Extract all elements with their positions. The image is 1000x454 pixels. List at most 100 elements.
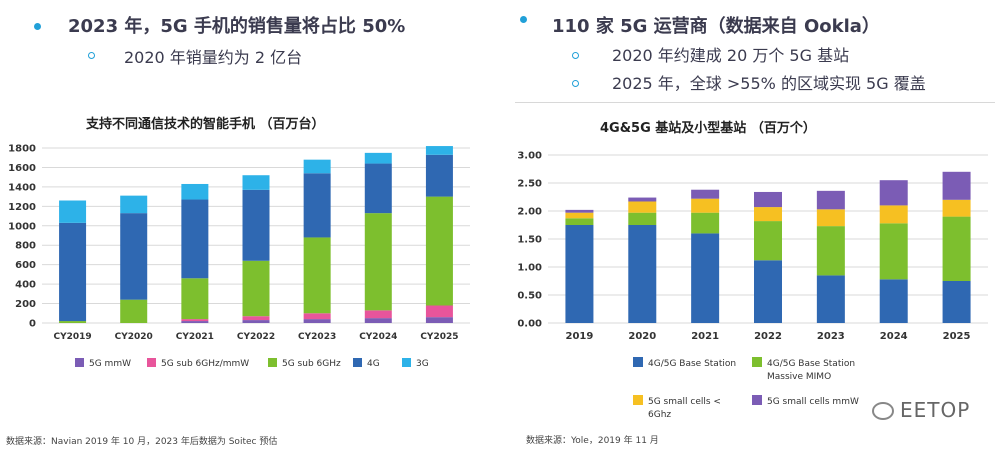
bar-segment xyxy=(364,152,392,164)
legend-swatch xyxy=(402,358,411,367)
legend-swatch xyxy=(633,357,643,367)
bar-segment xyxy=(628,225,657,323)
legend-swatch xyxy=(353,358,362,367)
bar-segment xyxy=(59,222,87,322)
bar-segment xyxy=(303,313,331,320)
bar-segment xyxy=(181,278,209,320)
bar-segment xyxy=(59,200,87,223)
legend-swatch xyxy=(752,357,762,367)
y-tick-label: 0 xyxy=(29,319,36,330)
bar-segment xyxy=(816,209,845,227)
bar-segment xyxy=(942,281,971,323)
bar-segment xyxy=(879,205,908,224)
bar-segment xyxy=(242,316,270,321)
legend-swatch xyxy=(268,358,277,367)
x-tick-label: 2022 xyxy=(754,331,782,342)
x-tick-label: 2020 xyxy=(628,331,656,342)
bar-segment xyxy=(242,175,270,190)
bar-segment xyxy=(565,212,594,219)
bar-segment xyxy=(120,213,148,300)
bar-segment xyxy=(565,209,594,213)
legend-label: 4G/5G Base Station Massive MIMO xyxy=(767,359,855,382)
bar-segment xyxy=(181,183,209,200)
bar-segment xyxy=(754,207,782,222)
right-main-bullet: 110 家 5G 运营商（数据来自 Ookla） xyxy=(552,16,880,37)
bar-segment xyxy=(59,321,87,323)
bar-segment xyxy=(120,195,148,214)
bar-segment xyxy=(303,159,331,174)
bar-segment xyxy=(303,237,331,314)
x-tick-label: 2023 xyxy=(817,331,845,342)
y-tick-label: 1.00 xyxy=(517,263,542,274)
right-source-note: 数据来源：Yole，2019 年 11 月 xyxy=(526,436,659,446)
bullet-dot xyxy=(34,23,41,30)
bar-segment xyxy=(628,212,657,225)
bar-segment xyxy=(425,146,453,155)
bar-segment xyxy=(303,173,331,238)
left-main-bullet: 2023 年，5G 手机的销售量将占比 50% xyxy=(68,16,406,37)
legend-label: 4G xyxy=(367,359,380,369)
right-sub-bullet-2: 2025 年，全球 >55% 的区域实现 5G 覆盖 xyxy=(612,74,926,93)
bullet-ring xyxy=(572,80,579,87)
bullet-ring xyxy=(572,52,579,59)
bar-segment xyxy=(942,216,971,281)
y-tick-label: 0.00 xyxy=(517,319,542,330)
bar-segment xyxy=(425,305,453,318)
bar-segment xyxy=(425,196,453,306)
legend-label: 5G mmW xyxy=(89,359,131,369)
bullet-ring xyxy=(88,52,95,59)
bar-segment xyxy=(425,154,453,197)
legend-label: 5G small cells <6Ghz xyxy=(648,397,721,420)
bar-segment xyxy=(691,212,720,234)
x-tick-label: 2019 xyxy=(566,331,594,342)
bar-segment xyxy=(691,233,720,323)
bar-segment xyxy=(181,319,209,322)
legend-label: 5G sub 6GHz xyxy=(282,359,341,369)
right-chart-title: 4G&5G 基站及小型基站 （百万个） xyxy=(600,121,816,136)
bar-segment xyxy=(364,318,392,323)
x-tick-label: CY2025 xyxy=(420,332,458,342)
bar-segment xyxy=(425,317,453,323)
x-tick-label: 2021 xyxy=(691,331,719,342)
bar-segment xyxy=(628,201,657,213)
y-tick-label: 600 xyxy=(15,260,36,271)
y-tick-label: 400 xyxy=(15,280,36,291)
legend-swatch xyxy=(633,395,643,405)
left-sub-bullet: 2020 年销量约为 2 亿台 xyxy=(124,48,303,67)
legend-label: 5G small cells mmW xyxy=(767,397,859,407)
bar-segment xyxy=(942,171,971,200)
bar-segment xyxy=(816,275,845,323)
x-tick-label: CY2021 xyxy=(176,332,214,342)
y-tick-label: 2.00 xyxy=(517,207,542,218)
bar-segment xyxy=(242,320,270,323)
y-tick-label: 1.50 xyxy=(517,235,542,246)
bar-segment xyxy=(364,163,392,214)
bar-segment xyxy=(879,279,908,323)
y-tick-label: 1000 xyxy=(8,221,36,232)
right-sub-bullet-1: 2020 年约建成 20 万个 5G 基站 xyxy=(612,46,850,65)
bar-segment xyxy=(754,191,782,208)
bar-segment xyxy=(303,319,331,323)
x-tick-label: CY2020 xyxy=(115,332,153,342)
bar-segment xyxy=(242,260,270,317)
bar-segment xyxy=(181,199,209,279)
x-tick-label: CY2024 xyxy=(359,332,397,342)
bar-segment xyxy=(879,223,908,280)
y-tick-label: 1800 xyxy=(8,144,36,155)
x-tick-label: CY2023 xyxy=(298,332,336,342)
bar-segment xyxy=(754,260,782,323)
x-tick-label: CY2019 xyxy=(53,332,91,342)
bar-segment xyxy=(565,218,594,225)
bar-segment xyxy=(691,198,720,213)
bar-segment xyxy=(364,310,392,319)
x-tick-label: 2025 xyxy=(943,331,971,342)
y-tick-label: 1200 xyxy=(8,202,36,213)
y-tick-label: 0.50 xyxy=(517,291,542,302)
bar-segment xyxy=(879,180,908,206)
bar-segment xyxy=(628,197,657,202)
legend-label: 3G xyxy=(416,359,429,369)
bar-segment xyxy=(242,189,270,261)
y-tick-label: 3.00 xyxy=(517,151,542,162)
legend-label: 5G sub 6GHz/mmW xyxy=(161,359,249,369)
